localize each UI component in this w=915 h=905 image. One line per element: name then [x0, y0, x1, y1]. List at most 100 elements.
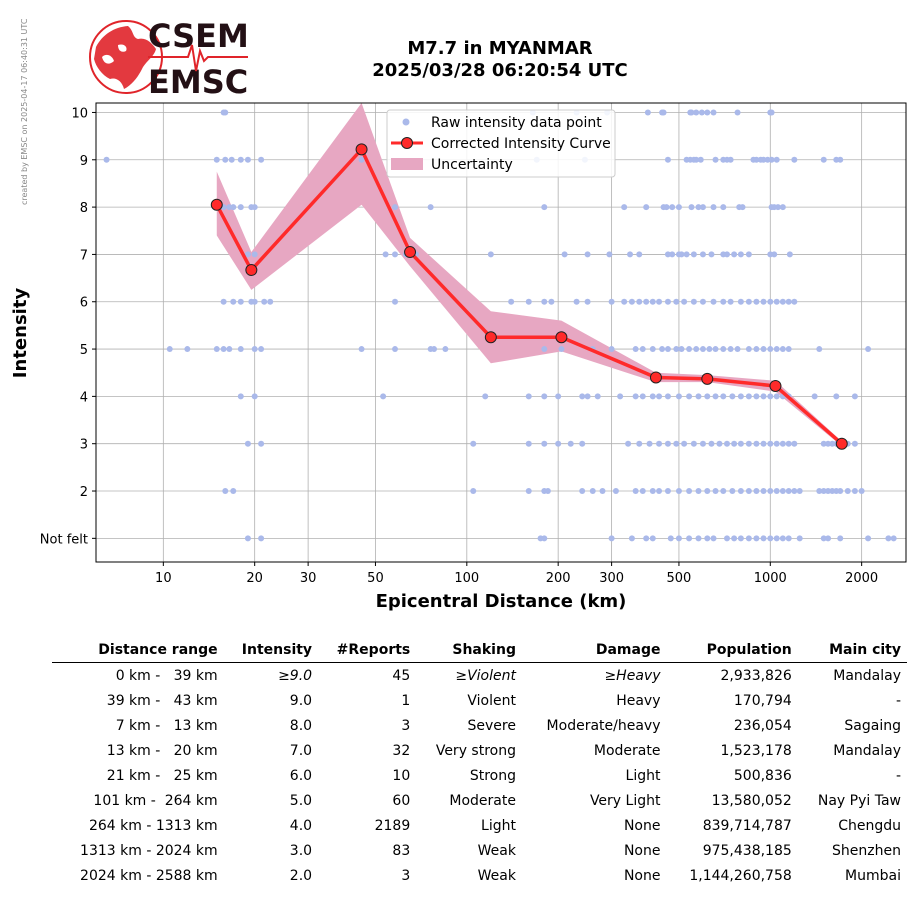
raw-point [716, 440, 723, 447]
raw-point [785, 440, 792, 447]
raw-point [739, 204, 746, 211]
curve-point [555, 331, 568, 344]
raw-point [785, 488, 792, 495]
y-tick-label: Not felt [40, 532, 88, 547]
raw-point [745, 440, 752, 447]
raw-point [760, 346, 767, 353]
raw-point [723, 440, 730, 447]
table-cell: 4.0 [289, 817, 313, 834]
table-cell: Nay Pyi Taw [817, 792, 901, 809]
legend-raw: Raw intensity data point [431, 115, 602, 131]
curve-point [649, 371, 662, 384]
raw-point [690, 251, 697, 258]
table-cell: Mumbai [845, 867, 901, 884]
raw-point [825, 488, 832, 495]
table-cell: None [623, 867, 661, 884]
raw-point [820, 535, 827, 542]
raw-point [660, 109, 667, 116]
raw-point [599, 488, 606, 495]
raw-point [816, 346, 823, 353]
raw-point [837, 488, 844, 495]
table-cell: 9.0 [289, 692, 313, 709]
raw-point [579, 440, 586, 447]
raw-point [745, 298, 752, 305]
raw-point [470, 488, 477, 495]
raw-point [584, 393, 591, 400]
raw-point [667, 535, 674, 542]
raw-point [773, 393, 780, 400]
raw-point [796, 535, 803, 542]
raw-point [753, 535, 760, 542]
legend: Raw intensity data point Corrected Inten… [386, 109, 616, 178]
raw-point [708, 440, 715, 447]
raw-point [686, 393, 693, 400]
table-header-cell: Main city [797, 640, 907, 663]
raw-point [727, 298, 734, 305]
raw-point [737, 440, 744, 447]
raw-point [865, 346, 872, 353]
curve-point [484, 331, 497, 344]
raw-point [664, 251, 671, 258]
raw-point [760, 393, 767, 400]
raw-point [837, 156, 844, 163]
table-cell: 3 [401, 867, 411, 884]
raw-point [693, 156, 700, 163]
x-tick-label: 50 [367, 571, 384, 586]
raw-point [237, 346, 244, 353]
raw-point [779, 204, 786, 211]
table-cell: 1,523,178 [720, 742, 792, 759]
table-cell: 10 [392, 767, 411, 784]
y-tick-label: 8 [80, 201, 88, 216]
table-header-cell: Population [666, 640, 798, 663]
raw-point [791, 440, 798, 447]
intensity-chart: 10 20 30 50 100 200 300 500 1000 2000 Not felt 2 3 4… [10, 102, 907, 612]
raw-point [659, 346, 666, 353]
raw-point [358, 156, 365, 163]
raw-point [844, 488, 851, 495]
raw-point [649, 298, 656, 305]
table-cell: Strong [469, 767, 516, 784]
raw-point [230, 204, 237, 211]
raw-point [228, 156, 235, 163]
raw-point [837, 535, 844, 542]
raw-point [541, 346, 548, 353]
raw-point [621, 298, 628, 305]
raw-point [625, 440, 632, 447]
raw-point [664, 156, 671, 163]
raw-point [767, 393, 774, 400]
raw-point [525, 393, 532, 400]
raw-point [820, 156, 827, 163]
raw-point [753, 393, 760, 400]
raw-point [737, 251, 744, 258]
raw-point [628, 298, 635, 305]
raw-point [729, 488, 736, 495]
raw-point [773, 298, 780, 305]
raw-point [681, 298, 688, 305]
table-header-cell: Damage [521, 640, 667, 663]
raw-point [699, 346, 706, 353]
x-tick-label: 300 [599, 571, 624, 586]
raw-point [695, 393, 702, 400]
raw-point [258, 346, 265, 353]
raw-point [710, 109, 717, 116]
raw-point [244, 440, 251, 447]
table-cell: None [623, 842, 661, 859]
logo-line2: EMSC [148, 63, 248, 99]
table-cell: - [895, 767, 901, 784]
raw-point [669, 204, 676, 211]
raw-point [760, 298, 767, 305]
table-row: 0 km - 39 km ≥9.0 45 ≥Violent ≥Heavy 2,933,82… [52, 663, 907, 689]
table-cell: Shenzhen [832, 842, 901, 859]
table-header-cell: Distance range [52, 640, 224, 663]
table-row: 21 km - 25 km 6.0 10 Strong Light 500,836 - [52, 763, 907, 788]
raw-point [704, 488, 711, 495]
raw-point [745, 393, 752, 400]
raw-point [753, 298, 760, 305]
raw-point [649, 393, 656, 400]
table-cell: Severe [467, 717, 516, 734]
table-cell: None [623, 817, 661, 834]
raw-point [594, 393, 601, 400]
raw-point [267, 298, 274, 305]
raw-point [851, 440, 858, 447]
raw-point [632, 488, 639, 495]
